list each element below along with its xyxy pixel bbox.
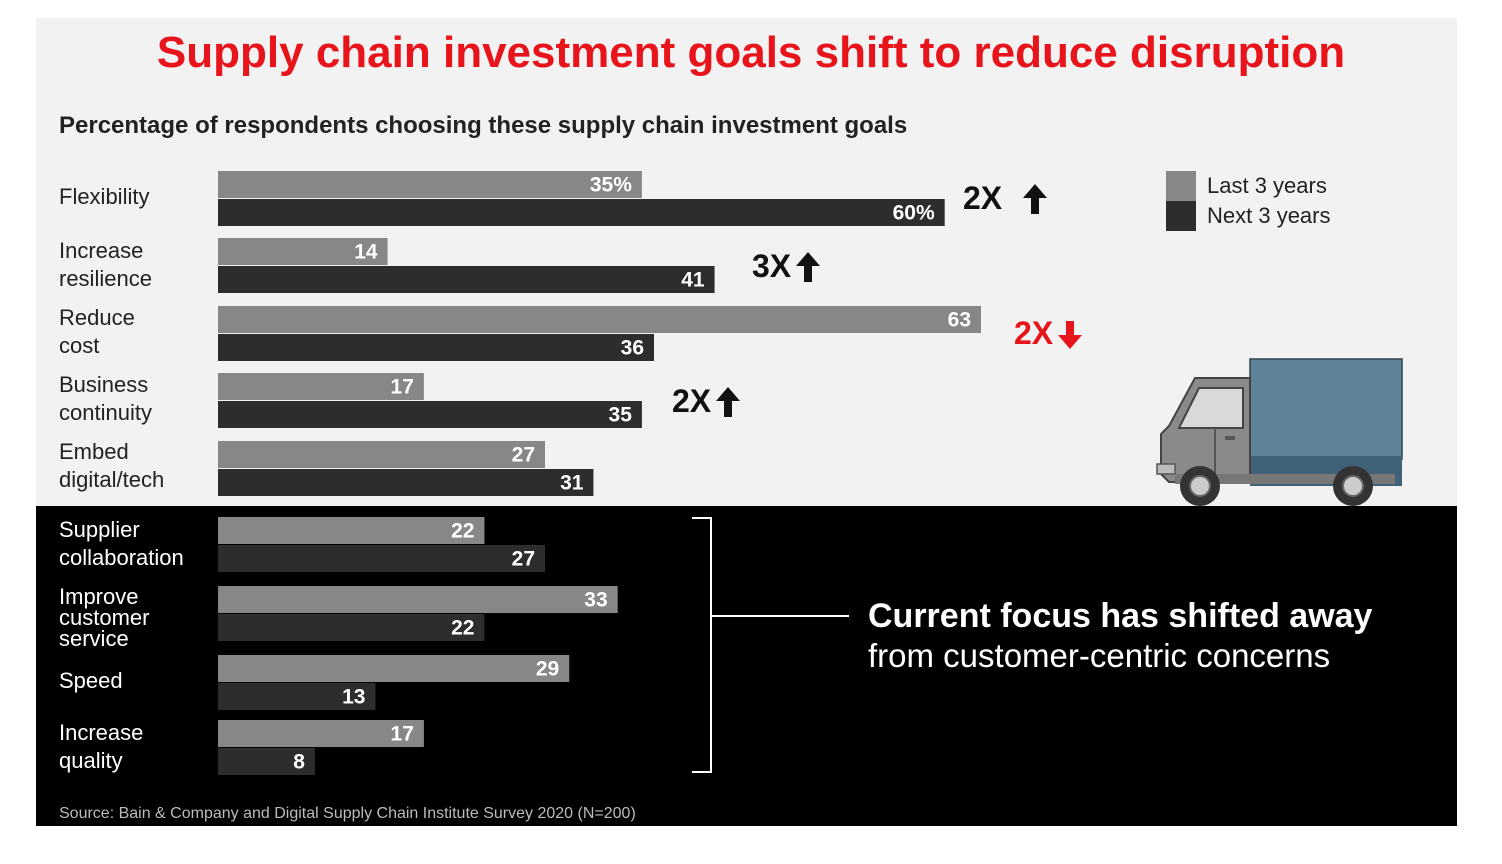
legend-swatch-last [1166,171,1196,201]
bar-next-8 [218,748,315,775]
bar-value-label: 35 [609,404,633,427]
ratio-reduce-cost: 2X [1014,315,1083,352]
category-label: Improve customer service [59,584,150,651]
ratio-business-continuity-text: 2X [672,383,712,419]
group-bracket [692,517,712,773]
category-label: Increase resilience [59,238,152,291]
bar-last-2 [218,306,981,333]
ratio-flexibility: 2X [963,180,1048,217]
bar-value-label: 17 [391,723,414,746]
category-label: Speed [59,668,123,693]
bar-value-label: 17 [391,376,414,399]
legend-next-3-years: Next 3 years [1166,201,1331,231]
bar-last-1 [218,238,388,265]
bar-next-7 [218,683,376,710]
category-label: Flexibility [59,184,150,209]
category-label: Reduce cost [59,305,135,358]
bar-value-label: 31 [560,472,584,495]
bar-last-7 [218,655,570,682]
bar-value-label: 36 [621,337,644,360]
bar-next-2 [218,334,654,361]
arrow-up-icon [796,251,821,282]
bar-value-label: 29 [536,658,559,681]
bar-value-label: 8 [293,751,305,774]
ratio-resilience-text: 3X [752,248,792,284]
arrow-down-icon [1058,320,1083,349]
legend-last-3-years: Last 3 years [1166,171,1327,201]
ratio-business-continuity: 2X [672,383,741,420]
bar-last-8 [218,720,424,747]
source-note: Source: Bain & Company and Digital Suppl… [59,805,636,822]
category-label: Embed digital/tech [59,439,165,492]
bar-value-label: 22 [451,520,474,543]
bar-last-3 [218,373,424,400]
legend-swatch-next [1166,201,1196,231]
category-label: Business continuity [59,372,152,425]
chart-subtitle: Percentage of respondents choosing these… [59,112,908,139]
bar-value-label: 14 [354,241,378,264]
bar-next-0 [218,199,945,226]
callout-text: Current focus has shifted away from cust… [868,596,1372,676]
bar-next-1 [218,266,715,293]
legend-label-next: Next 3 years [1207,203,1331,228]
bar-value-label: 27 [512,548,535,571]
bar-value-label: 22 [451,617,474,640]
ratio-resilience: 3X [752,248,821,285]
callout-light-text: from customer-centric concerns [868,637,1331,674]
arrow-up-icon [716,386,741,417]
legend-label-last: Last 3 years [1207,173,1327,198]
bar-value-label: 63 [948,309,971,332]
category-label: Increase quality [59,720,144,773]
ratio-reduce-cost-text: 2X [1014,315,1054,351]
chart-title: Supply chain investment goals shift to r… [156,28,1346,77]
category-label: Supplier collaboration [59,517,184,570]
bar-value-label: 41 [681,269,705,292]
bracket-connector-line [711,615,849,617]
bar-last-0 [218,171,642,198]
bar-next-6 [218,614,485,641]
bar-last-6 [218,586,618,613]
bar-last-4 [218,441,545,468]
bar-next-3 [218,401,642,428]
bar-next-4 [218,469,594,496]
bar-last-5 [218,517,485,544]
bar-value-label: 35% [590,174,632,197]
ratio-flexibility-text: 2X [963,180,1003,216]
bar-value-label: 33 [584,589,607,612]
callout-bold-text: Current focus has shifted away [868,597,1373,635]
arrow-up-icon [1023,183,1048,214]
bar-value-label: 13 [342,686,365,709]
bar-value-label: 27 [512,444,535,467]
bar-next-5 [218,545,545,572]
truck-icon [1156,358,1403,506]
bar-value-label: 60% [893,202,935,225]
